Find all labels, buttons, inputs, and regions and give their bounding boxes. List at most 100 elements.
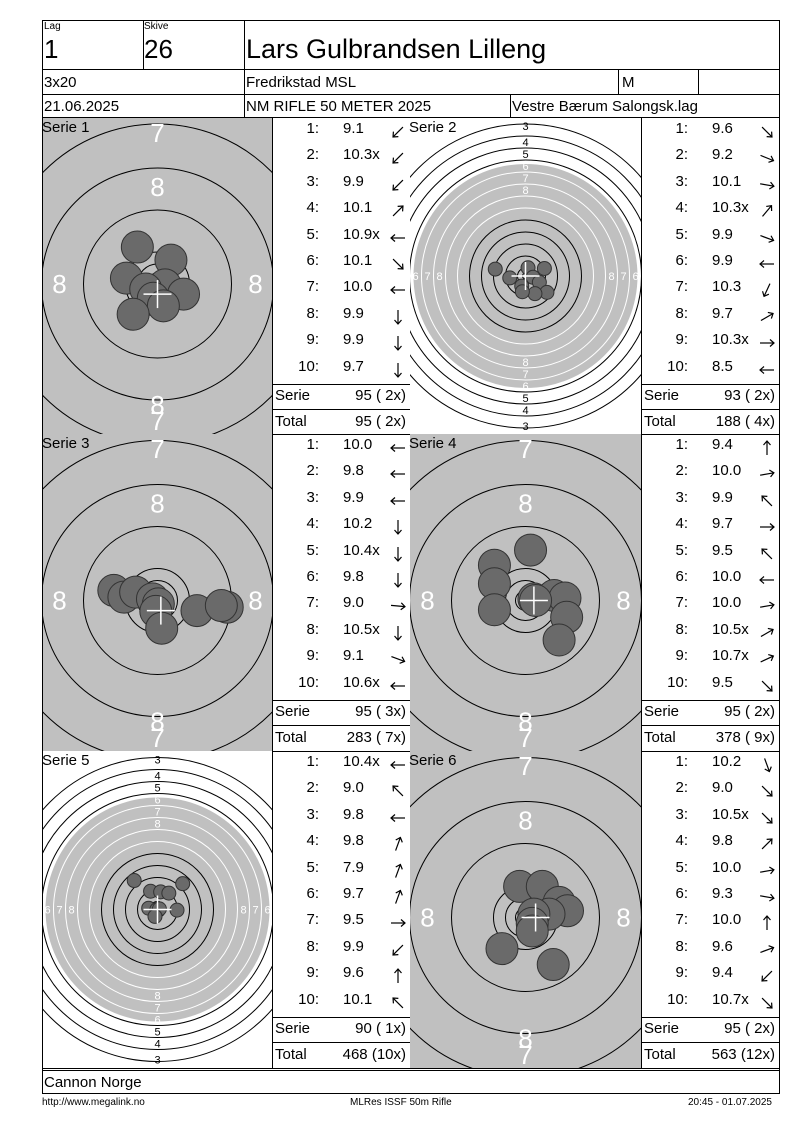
ring-number: 7 xyxy=(424,271,430,283)
direction-arrow-icon xyxy=(390,470,405,479)
shot-number: 6: xyxy=(306,252,319,269)
direction-arrow-icon xyxy=(763,915,771,931)
total-label: Total xyxy=(275,413,307,430)
shot-score: 9.9 xyxy=(343,937,364,955)
shot-impact xyxy=(126,873,142,889)
ring-number: 8 xyxy=(248,586,262,616)
shot-score: 10.6x xyxy=(343,673,380,691)
shot-row: 7: 9.0 xyxy=(273,594,410,620)
target-ring xyxy=(457,207,594,345)
total-score: 378 ( 9x) xyxy=(715,729,775,746)
shot-score: 10.1 xyxy=(712,172,742,190)
direction-arrow-icon xyxy=(760,601,775,610)
ring-number: 3 xyxy=(522,121,528,133)
shot-score: 9.8 xyxy=(343,462,364,480)
shot-row: 1: 9.4 xyxy=(642,436,779,462)
shot-score: 9.5 xyxy=(712,541,733,559)
shot-number: 10: xyxy=(667,357,688,375)
ring-number: 3 xyxy=(522,421,528,433)
table-line xyxy=(273,409,410,410)
shot-impact xyxy=(161,885,177,901)
shot-row: 4: 10.2 xyxy=(273,515,410,541)
shot-number: 10: xyxy=(667,990,688,1008)
shot-row: 10: 10.7x xyxy=(642,991,779,1017)
shot-row: 1: 10.0 xyxy=(273,436,410,462)
total-label: Total xyxy=(644,729,676,746)
panel-border xyxy=(42,1068,780,1069)
serie-score: 95 ( 2x) xyxy=(724,703,775,720)
shot-row: 8: 9.9 xyxy=(273,305,410,331)
shot-score: 9.9 xyxy=(712,488,733,506)
ring-number: 7 xyxy=(150,434,164,464)
target-ring xyxy=(101,853,214,966)
shot-score: 10.7x xyxy=(712,990,749,1008)
direction-arrow-icon xyxy=(394,520,402,536)
direction-arrow-icon xyxy=(392,785,404,797)
shot-score: 10.3x xyxy=(712,331,749,349)
target-ring xyxy=(53,805,262,1014)
target-ring xyxy=(410,159,641,393)
ring-number: 8 xyxy=(608,271,614,283)
shot-number: 4: xyxy=(675,515,688,533)
serie-label: Serie xyxy=(644,387,680,404)
target-ring xyxy=(445,195,606,357)
ring-number: 8 xyxy=(154,991,160,1003)
direction-arrow-icon xyxy=(392,153,404,164)
shot-number: 2: xyxy=(306,779,319,797)
shot-number: 9: xyxy=(675,964,688,982)
target-ring xyxy=(451,526,600,675)
shot-score: 9.9 xyxy=(343,172,364,190)
direction-arrow-icon xyxy=(761,126,773,138)
ring-number: 8 xyxy=(68,905,74,917)
ring-number: 4 xyxy=(522,405,528,417)
target-ring xyxy=(410,135,641,417)
shot-score: 9.8 xyxy=(712,832,733,850)
table-line xyxy=(642,1017,779,1018)
shot-number: 4: xyxy=(306,199,319,217)
target-ring xyxy=(410,440,641,751)
shot-row: 1: 10.4x xyxy=(273,753,410,779)
ring-number: 8 xyxy=(518,806,532,836)
ring-number: 6 xyxy=(522,381,528,393)
direction-arrow-icon xyxy=(392,944,404,956)
ring-number: 7 xyxy=(522,173,528,185)
direction-arrow-icon xyxy=(762,205,773,217)
shot-score: 9.0 xyxy=(343,779,364,797)
panel-border xyxy=(272,751,273,1068)
shot-impact xyxy=(146,289,180,323)
shot-row: 2: 10.0 xyxy=(642,462,779,488)
target-ring xyxy=(451,843,600,992)
direction-arrow-icon xyxy=(394,309,402,325)
ring-number: 8 xyxy=(518,707,532,737)
ring-number: 8 xyxy=(420,586,434,616)
shot-row: 5: 10.0 xyxy=(642,859,779,885)
target-ring xyxy=(89,841,226,978)
shot-number: 2: xyxy=(306,146,319,164)
header: Lag 1 Skive 26 Lars Gulbrandsen Lilleng … xyxy=(42,20,779,117)
shot-impact xyxy=(116,297,150,331)
ring-number: 4 xyxy=(522,137,528,149)
shot-number: 10: xyxy=(298,990,319,1008)
shot-row: 4: 10.1 xyxy=(273,199,410,225)
shot-score: 9.6 xyxy=(712,937,733,955)
shot-number: 4: xyxy=(306,515,319,533)
shot-row: 1: 10.2 xyxy=(642,753,779,779)
direction-arrow-icon xyxy=(759,576,774,584)
header-line xyxy=(42,20,780,21)
footer-url[interactable]: http://www.megalink.no xyxy=(42,1097,145,1108)
ring-number: 7 xyxy=(252,905,258,917)
shot-number: 9: xyxy=(675,331,688,349)
ring-number: 6 xyxy=(264,905,270,917)
ring-number: 7 xyxy=(56,905,62,917)
ring-number: 8 xyxy=(52,269,66,299)
total-label: Total xyxy=(275,1046,307,1063)
direction-arrow-icon xyxy=(394,336,402,352)
direction-arrow-icon xyxy=(391,656,406,665)
ring-number: 8 xyxy=(240,905,246,917)
shot-row: 6: 9.7 xyxy=(273,885,410,911)
shot-number: 3: xyxy=(306,172,319,190)
ring-number: 6 xyxy=(412,271,418,283)
